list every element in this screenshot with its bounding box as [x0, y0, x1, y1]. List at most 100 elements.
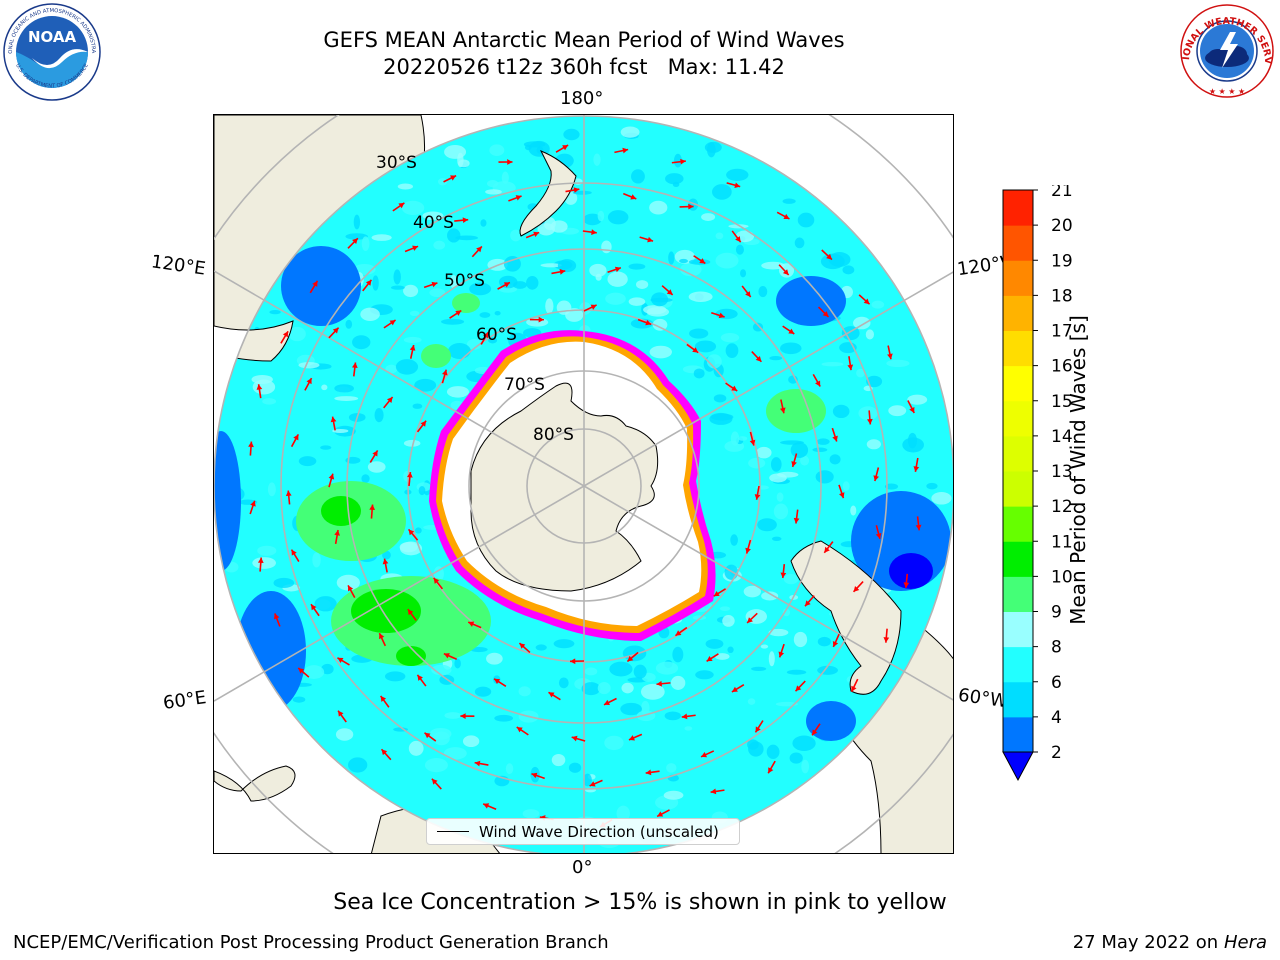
wave-direction-arrow: [423, 281, 438, 289]
noaa-logo: NOAA NATIONAL OCEANIC AND ATMOSPHERIC AD…: [2, 2, 101, 101]
period-patch: [720, 332, 740, 343]
colorbar-block: [1003, 646, 1033, 683]
period-patch: [303, 665, 325, 679]
colorbar-block: [1003, 506, 1033, 542]
period-patch: [633, 664, 647, 679]
sea-ice-note: Sea Ice Concentration > 15% is shown in …: [333, 890, 947, 915]
wave-direction-arrow: [776, 211, 790, 220]
wave-direction-arrow: [850, 678, 859, 693]
period-patch: [443, 747, 467, 760]
wave-direction-arrow: [369, 450, 379, 463]
period-patch: [469, 282, 492, 296]
wave-direction-arrow: [693, 255, 706, 265]
wave-direction-arrow: [628, 733, 643, 741]
period-patch: [312, 552, 321, 568]
period-patch: [829, 454, 841, 465]
wave-direction-arrow: [407, 608, 417, 621]
period-patch: [454, 658, 461, 669]
period-patch: [725, 343, 739, 359]
period-patch: [672, 646, 684, 663]
period-patch: [888, 405, 907, 417]
period-patch: [348, 757, 368, 773]
wave-direction-arrow: [290, 549, 300, 562]
period-patch: [372, 275, 379, 291]
period-patch: [761, 261, 785, 270]
period-patch: [382, 550, 391, 560]
wave-direction-arrow: [700, 750, 715, 758]
period-patch: [832, 404, 850, 419]
period-patch: [797, 212, 815, 228]
period-patch: [850, 505, 857, 516]
period-patch: [665, 173, 684, 185]
wave-direction-arrow: [589, 779, 603, 787]
wave-direction-arrow: [482, 803, 497, 811]
madagascar-landmass: [214, 765, 296, 802]
period-patch: [431, 664, 452, 676]
period-patch: [556, 300, 572, 315]
wave-direction-arrow: [362, 279, 373, 292]
period-patch: [455, 235, 479, 241]
wave-direction-arrow: [285, 490, 292, 505]
period-patch: [640, 683, 665, 700]
wave-direction-arrow: [915, 516, 922, 531]
lon-label-180: 180°: [560, 88, 604, 109]
period-patch: [429, 288, 446, 297]
lat-label-50s: 50°S: [444, 271, 485, 291]
wave-direction-arrow: [686, 343, 699, 354]
period-patch: [321, 384, 328, 391]
period-patch: [360, 307, 380, 322]
period-patch: [815, 470, 834, 484]
wave-direction-arrow: [674, 626, 688, 637]
period-patch: [622, 645, 647, 662]
period-patch: [769, 355, 783, 361]
wave-direction-arrow: [309, 280, 319, 294]
wave-direction-arrow: [378, 632, 387, 647]
wave-direction-arrow: [431, 778, 442, 790]
colorbar-tick-label: 20: [1051, 216, 1073, 236]
wave-direction-arrow: [754, 485, 761, 500]
period-patch: [584, 667, 598, 676]
period-patch: [345, 233, 368, 240]
wave-direction-arrow: [433, 577, 444, 590]
period-patch: [479, 312, 491, 318]
period-patch: [488, 337, 498, 344]
colorbar-tick-label: 2: [1051, 743, 1062, 763]
wave-direction-arrow: [555, 144, 569, 153]
colorbar-block: [1003, 435, 1033, 472]
period-patch: [635, 280, 649, 289]
wave-direction-arrow: [337, 710, 347, 723]
period-patch: [601, 240, 612, 254]
period-patch: [756, 446, 772, 459]
period-patch: [332, 428, 349, 433]
wave-direction-arrow: [347, 237, 359, 249]
wave-direction-arrow: [779, 399, 786, 414]
wave-direction-arrow: [681, 713, 696, 720]
period-patch: [931, 492, 952, 505]
period-patch: [688, 291, 713, 302]
period-patch: [668, 251, 675, 265]
period-patch: [672, 181, 680, 188]
colorbar-tick-label: 12: [1051, 497, 1073, 517]
colorbar-tick-label: 8: [1051, 638, 1062, 658]
wave-direction-arrow: [369, 504, 376, 519]
period-patch: [693, 368, 705, 379]
period-patch: [537, 223, 555, 236]
wave-direction-arrow: [791, 453, 798, 468]
period-patch: [705, 638, 724, 649]
legend-label: Wind Wave Direction (unscaled): [479, 822, 719, 841]
period-patch: [907, 432, 918, 449]
wave-direction-arrow: [679, 203, 694, 210]
lat-label-60s: 60°S: [476, 325, 517, 345]
wave-direction-arrow: [443, 174, 457, 183]
period-patch: [884, 483, 899, 490]
period-patch: [760, 644, 769, 649]
wave-direction-arrow: [297, 667, 310, 678]
period-patch: [486, 180, 499, 188]
colorbar-label: Mean Period of Wind Waves [s]: [1066, 315, 1090, 625]
period-patch: [486, 652, 503, 665]
period-patch: [768, 651, 775, 667]
period-patch: [551, 753, 566, 767]
period-patch: [727, 646, 734, 654]
wave-direction-arrow: [480, 331, 489, 345]
period-patch: [510, 229, 522, 242]
